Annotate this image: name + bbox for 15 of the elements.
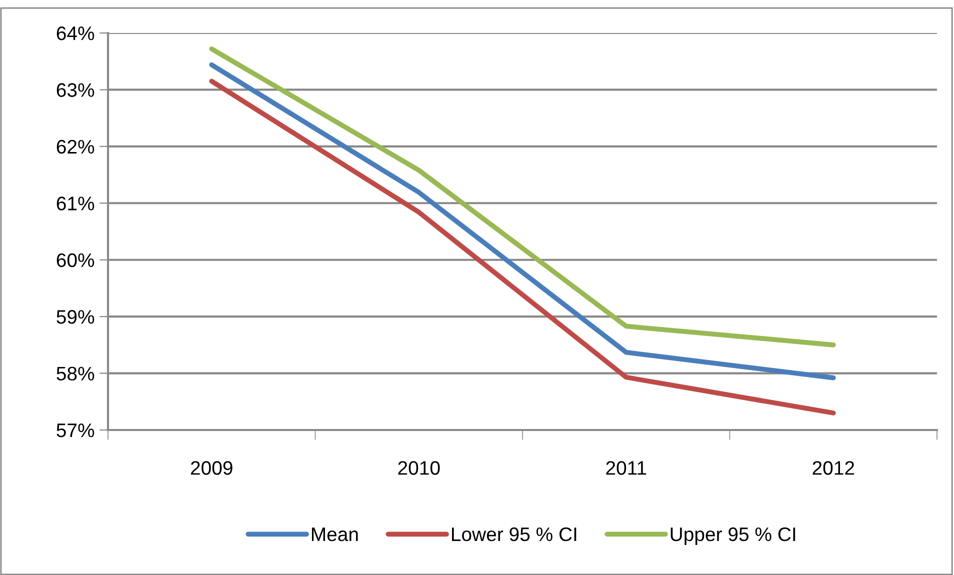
y-tick-label: 59% xyxy=(56,310,94,324)
x-tick-label: 2011 xyxy=(606,461,646,475)
legend-label: Lower 95 % CI xyxy=(452,527,576,542)
y-tick-label: 58% xyxy=(56,366,94,381)
y-tick-label: 64% xyxy=(56,26,94,40)
y-tick-label: 62% xyxy=(56,140,94,154)
legend-label: Upper 95 % CI xyxy=(670,527,796,546)
x-tick-label: 2012 xyxy=(812,461,854,475)
x-tick-label: 2010 xyxy=(398,461,440,475)
legend-label: Mean xyxy=(312,528,358,542)
x-tick-label: 2009 xyxy=(190,461,232,475)
y-tick-label: 60% xyxy=(56,253,94,268)
y-tick-label: 57% xyxy=(56,424,94,438)
y-tick-label: 61% xyxy=(56,196,94,210)
y-tick-label: 63% xyxy=(56,83,94,97)
